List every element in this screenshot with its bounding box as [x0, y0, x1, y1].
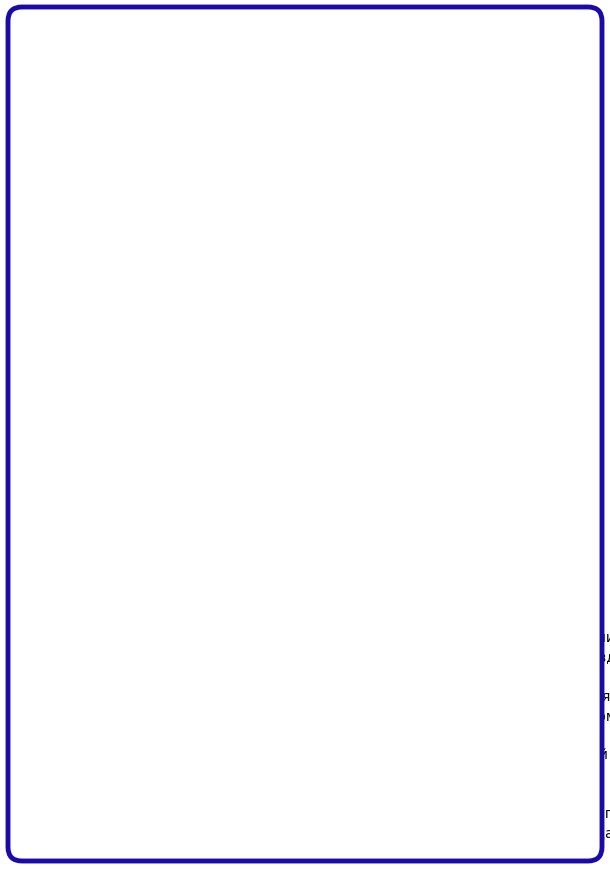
Text: рампа; 8 – регулятор давления топлива; 9 – регулятор холостого хода; 10 – воздуш: рампа; 8 – регулятор давления топлива; 9…: [18, 650, 610, 664]
Bar: [17, 202, 103, 276]
Bar: [290, 129, 510, 369]
Bar: [310, 178, 400, 189]
Bar: [385, 514, 435, 556]
Bar: [145, 420, 157, 441]
Text: 12: 12: [137, 82, 149, 92]
Text: 15: 15: [253, 77, 267, 87]
Bar: [285, 375, 515, 520]
Bar: [518, 529, 548, 551]
Bar: [288, 195, 306, 213]
Circle shape: [543, 480, 563, 500]
Text: «CHECK ENGINE»; 16 – дроссельный узел; 17 – блок управления иммобилайзером;: «CHECK ENGINE»; 16 – дроссельный узел; 1…: [18, 709, 610, 723]
Bar: [14, 520, 94, 547]
Text: 13: 13: [163, 82, 177, 92]
Bar: [535, 360, 570, 405]
Text: 22: 22: [473, 320, 487, 329]
Text: ЭМОВЭУ
ЕЧОВЛЛ: ЭМОВЭУ ЕЧОВЛЛ: [45, 47, 69, 57]
Bar: [280, 480, 520, 580]
Bar: [16, 421, 112, 453]
Circle shape: [535, 472, 571, 507]
FancyBboxPatch shape: [8, 8, 602, 861]
Text: 32: 32: [300, 535, 312, 546]
Text: 21: 21: [473, 300, 487, 309]
Bar: [330, 509, 350, 531]
Bar: [420, 22, 478, 82]
Text: 33: 33: [246, 515, 258, 526]
Bar: [320, 189, 330, 206]
Text: 28: 28: [481, 589, 495, 600]
Bar: [14, 200, 106, 280]
Bar: [14, 480, 79, 501]
Text: 34: 34: [203, 504, 215, 514]
Bar: [26, 31, 87, 65]
Text: фильтр; 24 – реле включения вентилятора; 25 – электровентилятор системы: фильтр; 24 – реле включения вентилятора;…: [18, 767, 587, 781]
FancyBboxPatch shape: [457, 512, 563, 582]
Bar: [374, 189, 384, 206]
Text: 17: 17: [348, 68, 362, 78]
Bar: [310, 149, 490, 349]
Text: CHECK
ENGINE: CHECK ENGINE: [228, 40, 266, 60]
Circle shape: [330, 375, 450, 494]
Text: 5: 5: [149, 448, 156, 457]
Bar: [535, 444, 563, 467]
Text: 26: 26: [526, 517, 540, 527]
Text: 8: 8: [268, 198, 274, 208]
Text: 31: 31: [334, 535, 346, 546]
Text: 7: 7: [354, 166, 360, 176]
Circle shape: [139, 37, 175, 73]
Circle shape: [338, 382, 442, 487]
Text: 10: 10: [26, 75, 38, 85]
Text: 30: 30: [359, 535, 371, 546]
Text: 20: 20: [508, 269, 522, 280]
Bar: [356, 189, 366, 206]
Polygon shape: [220, 500, 240, 520]
Text: 13 – тахометр; 14 – датчик положения дроссельной заслонки; 15 – контрольная ламп: 13 – тахометр; 14 – датчик положения дро…: [18, 689, 610, 703]
Text: бензина; 30 – гравитационный клапан; 31 – предохранительный клапан; 32 – датчик: бензина; 30 – гравитационный клапан; 31 …: [18, 826, 610, 839]
Bar: [106, 215, 311, 247]
Text: скорости; 33 – датчик положения коленчатого вала; 34 – двухходовой кпапан.: скорости; 33 – датчик положения коленчат…: [18, 845, 601, 859]
Text: 19: 19: [569, 73, 581, 83]
Text: 20 – контроллер; 21 – свеча зажигания; 22 – датчик детонации; 23 – топливный: 20 – контроллер; 21 – свеча зажигания; 2…: [18, 747, 608, 761]
Text: охлаждения; 26 – реле включения электробензонасоса; 27 – топливный бак;: охлаждения; 26 – реле включения электроб…: [18, 786, 586, 800]
Text: 16: 16: [318, 68, 332, 78]
Text: 14: 14: [226, 77, 240, 87]
Text: 2: 2: [18, 521, 24, 531]
Bar: [465, 520, 555, 574]
Bar: [130, 29, 185, 77]
Text: 11: 11: [65, 75, 79, 85]
Text: 1 – реле зажигания; 2 – аккумуляторная батарея; 3 – выключатель зажигания;: 1 – реле зажигания; 2 – аккумуляторная б…: [18, 611, 603, 626]
Bar: [560, 45, 574, 67]
Text: 4: 4: [20, 464, 27, 474]
Bar: [22, 564, 57, 587]
Text: 18: 18: [428, 88, 442, 98]
Bar: [218, 29, 276, 71]
Bar: [295, 165, 311, 181]
Text: фильтр; 11 – колодка диагностики; 12 – датчик массового расхода воздуха;: фильтр; 11 – колодка диагностики; 12 – д…: [18, 670, 582, 684]
Bar: [24, 29, 89, 67]
Bar: [245, 489, 260, 512]
Bar: [14, 420, 114, 454]
Text: 4 – нейтрализатор; 5 – датчик концентрации кислорода; 6 – форсунка; 7 – топливна: 4 – нейтрализатор; 5 – датчик концентрац…: [18, 631, 610, 645]
Text: 29: 29: [406, 561, 420, 570]
Text: 9: 9: [274, 168, 280, 178]
Text: 1: 1: [18, 567, 24, 576]
Text: 18 – модуль зажигания; 19 – датчик температуры охлаждающей жидкости;: 18 – модуль зажигания; 19 – датчик темпе…: [18, 728, 581, 742]
Text: 24: 24: [556, 453, 569, 462]
Bar: [535, 549, 585, 581]
Text: 23: 23: [556, 409, 570, 420]
Text: 6: 6: [335, 213, 341, 222]
Bar: [470, 240, 560, 300]
Text: 3: 3: [18, 481, 24, 492]
Bar: [338, 189, 348, 206]
Bar: [316, 35, 354, 63]
Text: 25: 25: [572, 487, 585, 496]
Bar: [295, 509, 317, 531]
Bar: [355, 509, 375, 531]
Text: 28 – электробензонасос с датчиком указателя уровня топлива; 29 – сепаратор паров: 28 – электробензонасос с датчиком указат…: [18, 806, 610, 820]
Text: 27: 27: [553, 554, 567, 564]
